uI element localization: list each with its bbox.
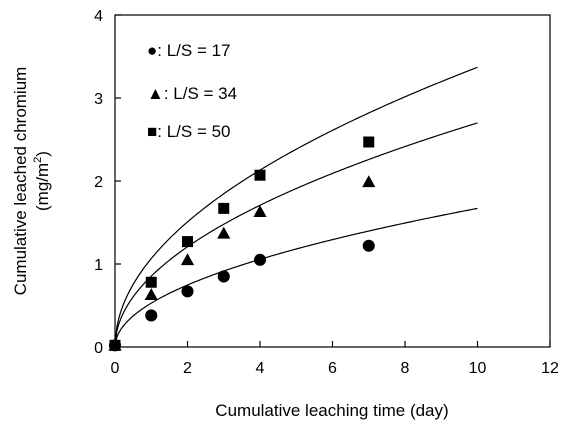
legend: ●: L/S = 17 ▲: L/S = 34 ■: L/S = 50 <box>147 41 237 141</box>
data-point-series-3 <box>145 276 157 288</box>
x-axis-ticks: 0 2 4 6 8 10 12 <box>111 341 559 377</box>
legend-entry-3: ■: L/S = 50 <box>147 122 231 141</box>
data-point-series-3 <box>363 136 375 148</box>
x-axis-label: Cumulative leaching time (day) <box>215 401 448 420</box>
data-point-series-1 <box>362 239 375 252</box>
y-tick-label: 2 <box>94 174 103 191</box>
y-axis-ticks: 0 1 2 3 4 <box>94 8 121 357</box>
x-tick-label: 8 <box>401 360 410 377</box>
data-point-series-2 <box>253 205 267 217</box>
x-tick-label: 12 <box>541 360 559 377</box>
data-point-series-3 <box>254 169 266 181</box>
y-tick-label: 3 <box>94 91 103 108</box>
fit-curve-series-2 <box>114 122 478 348</box>
data-point-series-2 <box>144 288 158 300</box>
x-tick-label: 0 <box>111 360 120 377</box>
y-axis-label-line1: Cumulative leached chromium <box>11 67 30 296</box>
y-axis-unit-superscript: 2 <box>32 157 44 163</box>
x-tick-label: 2 <box>183 360 192 377</box>
data-point-series-1 <box>181 285 194 298</box>
x-tick-label: 4 <box>256 360 265 377</box>
fit-curve-series-3 <box>114 66 478 348</box>
data-points <box>108 136 376 352</box>
data-point-series-1 <box>253 253 267 266</box>
y-axis-label-line2: (mg/m2) <box>32 151 52 211</box>
data-point-series-1 <box>145 309 158 322</box>
x-tick-label: 6 <box>328 360 337 377</box>
x-tick-label: 10 <box>469 360 487 377</box>
data-point-series-2 <box>217 226 231 239</box>
plot-area <box>114 14 551 348</box>
data-point-series-3 <box>218 202 230 214</box>
data-point-series-3 <box>109 339 121 351</box>
data-point-series-2 <box>362 175 376 188</box>
y-tick-label: 1 <box>94 257 103 274</box>
fit-curves <box>114 66 478 348</box>
y-axis-unit-suffix: ) <box>33 151 52 157</box>
data-point-series-3 <box>182 236 193 248</box>
legend-entry-1: ●: L/S = 17 <box>147 41 231 60</box>
fit-curve-series-1 <box>114 207 478 348</box>
y-tick-label: 0 <box>94 340 103 357</box>
data-point-series-2 <box>180 253 195 266</box>
data-point-series-1 <box>217 270 230 283</box>
legend-entry-2: ▲: L/S = 34 <box>147 84 237 103</box>
y-axis-unit-prefix: (mg/m <box>33 163 52 211</box>
y-tick-label: 4 <box>94 8 103 25</box>
y-axis-label: Cumulative leached chromium (mg/m2) <box>11 67 52 296</box>
